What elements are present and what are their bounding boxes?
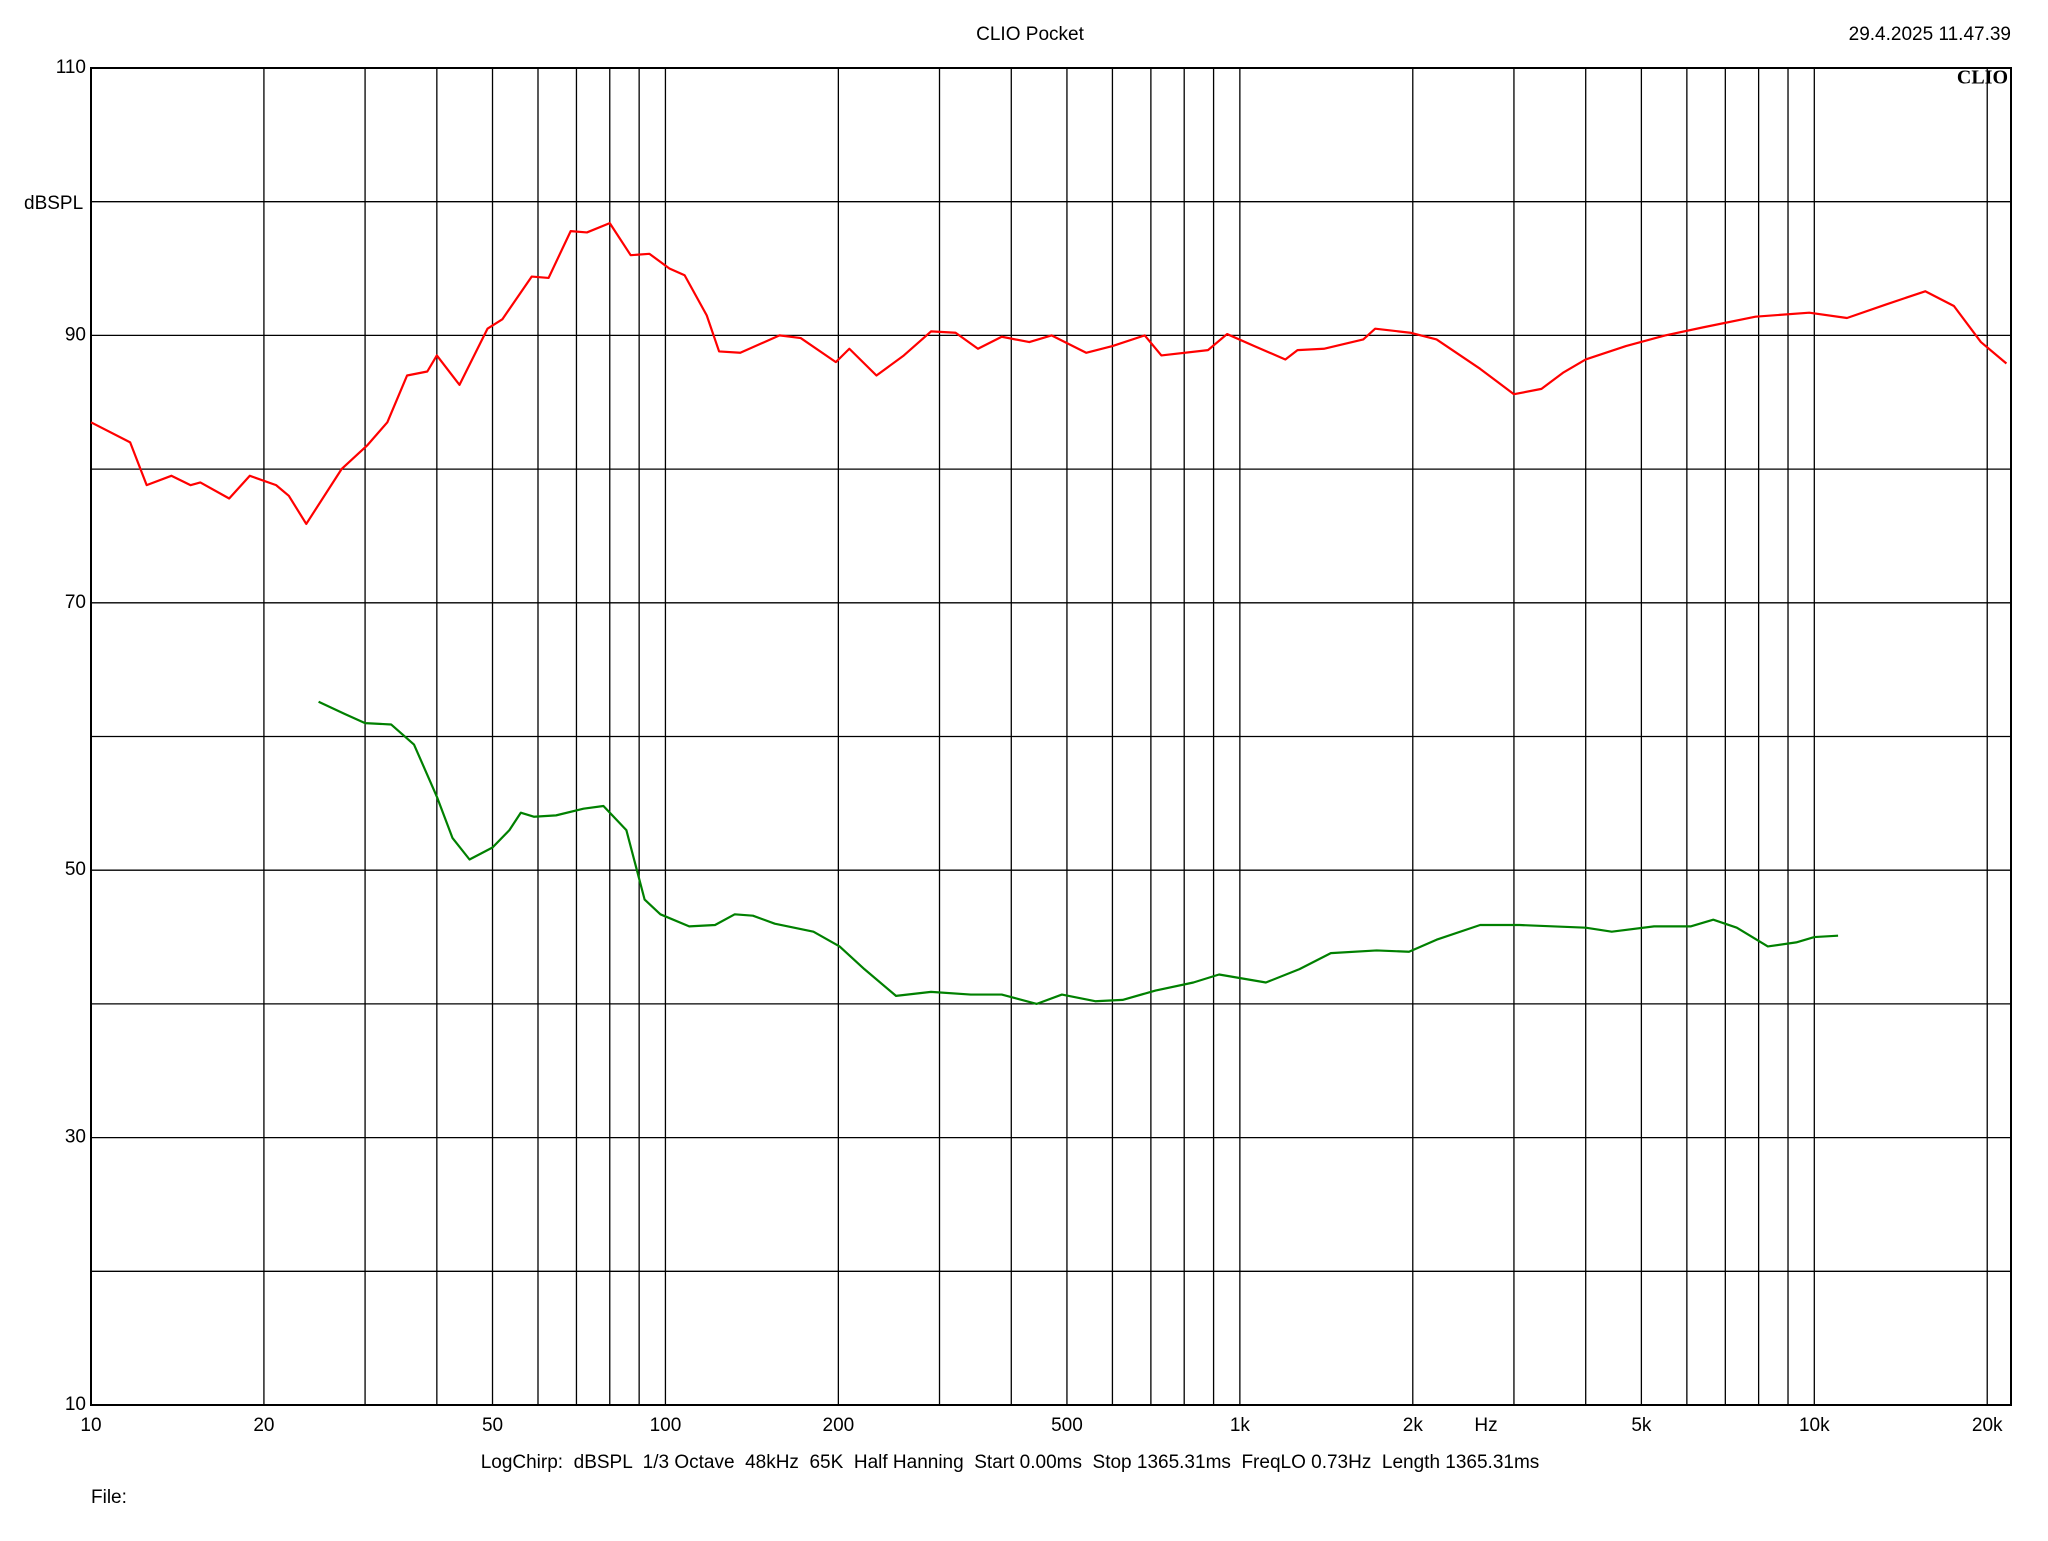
y-tick-label: 110 [56, 57, 86, 78]
x-tick-label: 100 [650, 1415, 682, 1436]
y-tick-label: 70 [65, 592, 86, 613]
x-tick-label: 1k [1230, 1415, 1251, 1436]
x-tick-label: 2k [1403, 1415, 1424, 1436]
plot-frame [90, 67, 2012, 1406]
series-line [90, 221, 2008, 526]
file-label: File: [91, 1487, 127, 1508]
y-tick-label: 30 [65, 1127, 86, 1148]
footer-info: LogChirp: dBSPL 1/3 Octave 48kHz 65K Hal… [481, 1452, 1540, 1473]
timestamp: 29.4.2025 11.47.39 [1849, 24, 2011, 45]
y-tick-label: 90 [65, 324, 86, 345]
x-tick-label: 10 [80, 1415, 101, 1436]
x-tick-label: 200 [823, 1415, 855, 1436]
x-tick-label: 500 [1051, 1415, 1083, 1436]
x-tick-label: 10k [1799, 1415, 1830, 1436]
y-axis-label: dBSPL [24, 193, 83, 214]
x-tick-label: 5k [1631, 1415, 1652, 1436]
x-tick-label: 20 [253, 1415, 274, 1436]
x-tick-label: 50 [482, 1415, 503, 1436]
y-tick-label: 10 [65, 1394, 86, 1415]
y-tick-label: 50 [65, 859, 86, 880]
chart-title: CLIO Pocket [976, 24, 1084, 45]
x-axis-label: Hz [1474, 1415, 1497, 1436]
x-tick-label: 20k [1972, 1415, 2003, 1436]
series-line [318, 700, 1839, 1005]
logo: CLIO [1957, 67, 2008, 89]
